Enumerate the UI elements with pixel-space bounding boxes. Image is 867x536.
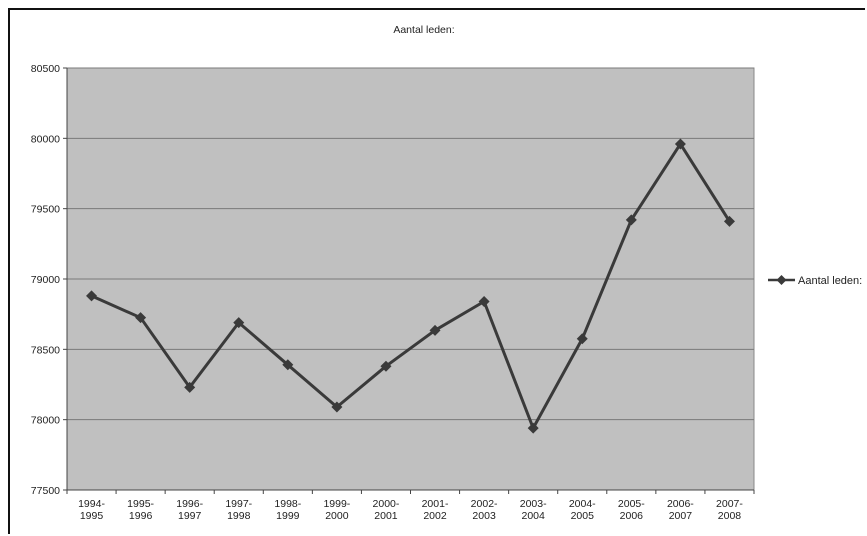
x-tick-label: 2001-2002: [422, 498, 449, 522]
chart-title: Aantal leden:: [393, 24, 454, 36]
y-tick-label: 80000: [31, 133, 60, 145]
x-tick-label: 1997-1998: [225, 498, 252, 522]
x-tick-label: 2003-2004: [520, 498, 547, 522]
data-point-marker: [478, 296, 490, 308]
x-tick-label: 1998-1999: [274, 498, 301, 522]
y-tick-label: 79000: [31, 274, 60, 286]
x-tick-label: 2007-2008: [716, 498, 743, 522]
y-tick-label: 80500: [31, 63, 60, 75]
x-tick-label: 2006-2007: [667, 498, 694, 522]
x-tick-label: 2002-2003: [471, 498, 498, 522]
legend: Aantal leden:: [768, 275, 862, 287]
x-tick-label: 1995-1996: [127, 498, 154, 522]
data-point-marker: [576, 333, 588, 345]
x-tick-label: 2005-2006: [618, 498, 645, 522]
data-point-marker: [429, 324, 441, 336]
data-point-marker: [282, 359, 294, 371]
legend-label: Aantal leden:: [798, 275, 862, 287]
x-tick-label: 1999-2000: [323, 498, 350, 522]
data-point-marker: [625, 214, 637, 226]
data-point-marker: [380, 360, 392, 372]
data-point-marker: [527, 422, 539, 434]
x-tick-label: 1996-1997: [176, 498, 203, 522]
data-point-marker: [135, 312, 147, 324]
data-point-marker: [86, 290, 98, 302]
y-tick-label: 78500: [31, 344, 60, 356]
data-point-marker: [723, 215, 735, 227]
data-point-marker: [331, 401, 343, 413]
x-tick-label: 2004-2005: [569, 498, 596, 522]
y-tick-label: 78000: [31, 415, 60, 427]
y-axis: 77500 78000 78500 79000 79500 80000 80500: [31, 63, 68, 497]
x-tick-label: 1994-1995: [78, 498, 105, 522]
data-point-marker: [184, 381, 196, 393]
x-tick-label: 2000-2001: [373, 498, 400, 522]
x-axis: 1994-1995 1995-1996 1996-1997 1997-1998 1998…: [66, 489, 755, 522]
data-point-marker: [233, 317, 245, 329]
series-line: [90, 142, 731, 430]
y-tick-label: 79500: [31, 204, 60, 216]
y-tick-label: 77500: [31, 485, 60, 497]
data-point-marker: [674, 138, 686, 150]
series-group: [86, 138, 735, 434]
legend-diamond-marker: [776, 275, 787, 285]
